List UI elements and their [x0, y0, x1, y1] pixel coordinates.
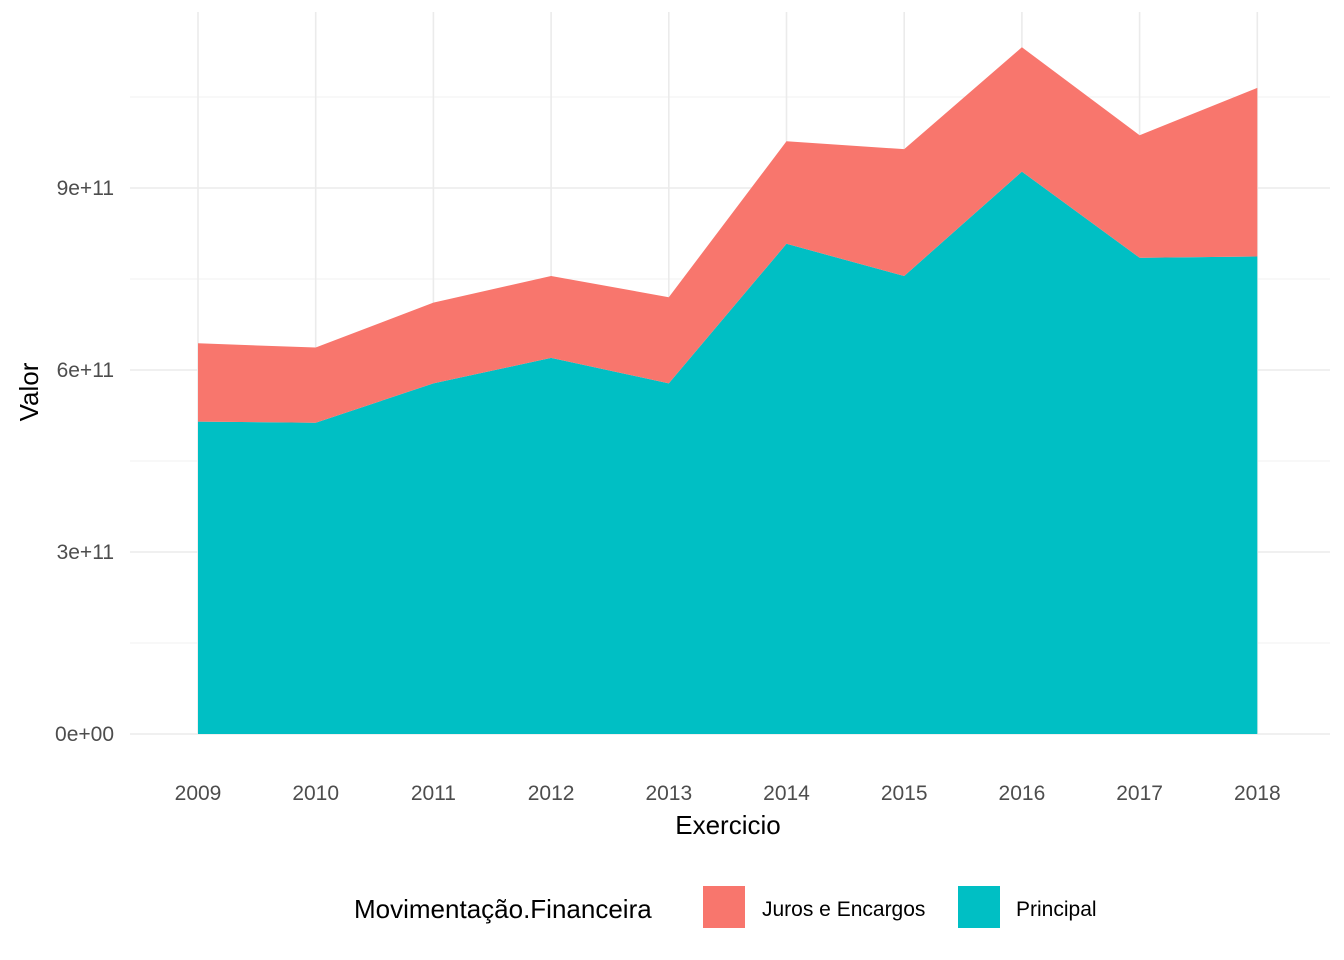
legend-key-1	[958, 886, 1000, 928]
legend-label-1: Principal	[1016, 898, 1097, 921]
x-tick-label-2015: 2015	[881, 782, 928, 805]
legend-label-0: Juros e Encargos	[762, 898, 925, 921]
area-series-layer	[198, 47, 1258, 734]
legend-entries: Juros e Encargos Principal	[703, 886, 1097, 928]
y-tick-label-0: 0e+00	[55, 723, 114, 746]
y-axis-title: Valor	[14, 362, 44, 421]
x-tick-label-2009: 2009	[175, 782, 222, 805]
y-tick-label-3: 9e+11	[57, 177, 114, 200]
x-tick-label-2010: 2010	[292, 782, 339, 805]
x-tick-label-2018: 2018	[1234, 782, 1281, 805]
legend-title: Movimentação.Financeira	[354, 894, 652, 924]
legend: Movimentação.Financeira Juros e Encargos…	[354, 886, 1097, 928]
x-tick-label-2011: 2011	[411, 782, 456, 805]
x-tick-label-2012: 2012	[528, 782, 575, 805]
legend-key-0	[703, 886, 745, 928]
y-axis-ticks: 0e+00 3e+11 6e+11 9e+11	[55, 177, 114, 746]
x-tick-label-2014: 2014	[763, 782, 810, 805]
x-axis-title: Exercicio	[675, 810, 780, 840]
area-principal	[198, 171, 1258, 734]
x-tick-label-2017: 2017	[1116, 782, 1163, 805]
area-juros-e-encargos	[198, 47, 1258, 423]
y-tick-label-2: 6e+11	[57, 359, 114, 382]
y-tick-label-1: 3e+11	[57, 541, 114, 564]
x-tick-label-2016: 2016	[999, 782, 1046, 805]
x-tick-label-2013: 2013	[645, 782, 692, 805]
x-axis-ticks: 2009 2010 2011 2012 2013 2014 2015 2016 2017 2018	[175, 782, 1281, 805]
